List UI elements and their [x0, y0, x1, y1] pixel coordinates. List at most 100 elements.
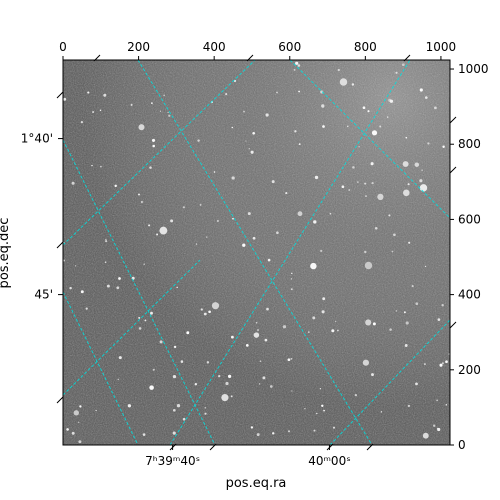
star [80, 290, 84, 294]
star [371, 130, 378, 136]
star [200, 308, 203, 311]
star [404, 344, 408, 347]
star [321, 310, 325, 314]
star [105, 240, 108, 243]
star [265, 113, 269, 117]
star [403, 189, 410, 197]
star [422, 432, 429, 439]
star [247, 212, 251, 216]
star [337, 68, 340, 72]
star [386, 116, 389, 118]
star [216, 219, 219, 223]
y-axis-label: pos.eq.dec [0, 218, 12, 289]
star [204, 412, 207, 415]
star [393, 233, 396, 237]
star [354, 393, 358, 397]
star [321, 404, 324, 408]
star [437, 318, 441, 321]
star [290, 278, 293, 280]
star [276, 231, 279, 235]
star [322, 297, 326, 301]
star [259, 360, 262, 362]
star [297, 211, 303, 217]
star [170, 219, 174, 223]
x-axis-label: pos.eq.ra [226, 476, 287, 491]
star [176, 286, 178, 289]
star [151, 138, 156, 142]
star [364, 250, 367, 254]
coordinate-grid [63, 60, 450, 445]
star [95, 409, 97, 412]
star [437, 427, 439, 430]
star [445, 404, 448, 406]
star [168, 114, 171, 117]
star [243, 110, 245, 113]
star [69, 286, 72, 290]
star [206, 361, 210, 364]
star [395, 310, 398, 312]
star [347, 125, 349, 128]
star [287, 358, 291, 362]
star [204, 406, 207, 409]
dec-axis: 1°40' 45' [21, 132, 63, 302]
star [362, 106, 366, 110]
star [104, 261, 107, 263]
star [442, 145, 445, 148]
star [221, 394, 229, 402]
grid-edge-tick [449, 116, 457, 124]
pixel-y-axis: 0 200 400 600 800 1000 [450, 62, 489, 452]
star [264, 338, 268, 342]
star [99, 109, 102, 112]
star [365, 319, 372, 326]
x-pixel-tick-label: 800 [354, 40, 377, 54]
ra-gridline [169, 60, 411, 445]
star [252, 236, 256, 240]
star [71, 181, 75, 185]
star [407, 404, 411, 408]
star-field [63, 61, 450, 444]
star [66, 428, 69, 431]
sky-image [63, 60, 450, 445]
star [415, 382, 418, 386]
grid-edge-tick [449, 166, 457, 174]
star [282, 325, 287, 329]
x-pixel-tick-label: 0 [59, 40, 67, 54]
star [374, 227, 378, 230]
star [127, 404, 132, 408]
star [364, 261, 373, 270]
star [441, 362, 444, 365]
star [364, 182, 367, 185]
star [91, 164, 93, 167]
star [351, 83, 355, 86]
star [310, 262, 317, 270]
star [118, 356, 122, 360]
star [290, 357, 293, 360]
y-pixel-tick-label: 0 [458, 438, 466, 452]
star [149, 385, 154, 390]
star [245, 140, 247, 142]
star [116, 286, 120, 290]
star [262, 376, 266, 380]
star [80, 120, 84, 124]
star [371, 373, 374, 377]
star [314, 175, 319, 180]
ra-tick-label: 7ʰ39ᵐ40ˢ [145, 454, 200, 468]
star [445, 360, 448, 364]
star [423, 363, 426, 366]
dec-tick-label: 45' [34, 288, 53, 302]
star [337, 329, 339, 332]
star [173, 345, 177, 349]
y-pixel-tick-label: 200 [458, 363, 481, 377]
star [316, 412, 318, 415]
y-pixel-tick-label: 600 [458, 212, 481, 226]
star [269, 385, 273, 388]
y-pixel-tick-label: 800 [458, 137, 481, 151]
star [63, 97, 67, 101]
star [439, 363, 443, 367]
star [197, 139, 200, 142]
star [227, 374, 232, 379]
star [225, 381, 229, 386]
star [441, 304, 444, 307]
star [250, 150, 254, 154]
star [313, 429, 316, 432]
